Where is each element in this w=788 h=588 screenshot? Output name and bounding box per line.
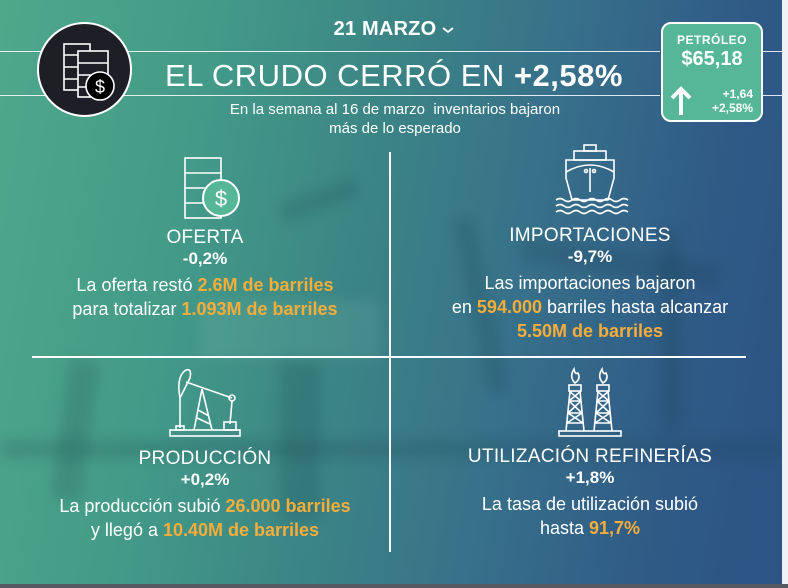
pumpjack-icon xyxy=(169,368,241,437)
page-margin-bottom xyxy=(0,584,788,588)
desc-text: Las importaciones bajaron xyxy=(484,273,696,293)
ticker-change-pct: +2,58% xyxy=(711,101,753,115)
desc-highlight: 594.000 xyxy=(476,297,542,317)
desc-highlight: 1.093M de barriles xyxy=(181,299,338,319)
svg-text:$: $ xyxy=(215,186,227,211)
headline-prefix: EL CRUDO CERRÓ EN xyxy=(165,58,505,93)
quadrant-description: La tasa de utilización subió hasta 91,7% xyxy=(400,492,780,540)
subtitle: En la semana al 16 de marzo inventarios … xyxy=(170,100,620,138)
quadrant-title: PRODUCCIÓN xyxy=(138,448,272,469)
desc-text: La oferta restó xyxy=(76,275,198,295)
desc-text: La producción subió xyxy=(59,496,226,516)
header-rule-bottom xyxy=(175,95,660,96)
quadrant-description: La oferta restó 2.6M de barriles para to… xyxy=(20,273,390,321)
quadrant-divider-horizontal xyxy=(32,356,746,358)
arrow-up-icon xyxy=(670,86,692,115)
desc-text: en xyxy=(451,297,477,317)
header-rule-top xyxy=(175,51,660,52)
header-badge: $ xyxy=(37,22,132,117)
ship-icon xyxy=(555,144,629,215)
desc-highlight: 5.50M de barriles xyxy=(516,321,664,341)
svg-text:$: $ xyxy=(94,77,104,97)
background-haze xyxy=(200,300,380,360)
date-selector[interactable]: 21 MARZO xyxy=(0,18,782,41)
quadrant-produccion: PRODUCCIÓN +0,2% La producción subió 26.… xyxy=(20,368,390,542)
desc-highlight: 2.6M de barriles xyxy=(197,275,334,295)
background-ground-silhouette xyxy=(0,440,782,458)
date-label: 21 MARZO xyxy=(333,18,437,40)
page-title: EL CRUDO CERRÓ EN +2,58% xyxy=(0,58,782,94)
quadrant-value: -0,2% xyxy=(182,249,228,268)
subtitle-line-2: más de lo esperado xyxy=(329,120,461,137)
quadrant-description: La producción subió 26.000 barriles y ll… xyxy=(20,494,390,542)
barrel-dollar-icon: $ xyxy=(184,157,240,219)
quadrant-description: Las importaciones bajaron en 594.000 bar… xyxy=(400,271,780,343)
desc-highlight: 26.000 barriles xyxy=(225,496,351,516)
subtitle-line-1: En la semana al 16 de marzo inventarios … xyxy=(229,101,561,118)
chevron-down-icon xyxy=(442,27,454,33)
desc-text: La tasa de utilización subió xyxy=(481,494,699,514)
header-rule-top-right xyxy=(763,51,782,52)
desc-text: y llegó a xyxy=(90,520,163,540)
desc-text: hasta xyxy=(539,518,589,538)
ticker-change-abs: +1,64 xyxy=(722,87,753,101)
quadrant-refinerias: UTILIZACIÓN REFINERÍAS +1,8% La tasa de … xyxy=(400,365,780,540)
quadrant-value: -9,7% xyxy=(567,247,613,266)
barrels-dollar-icon: $ xyxy=(62,42,115,101)
background-rig-silhouette xyxy=(280,360,320,520)
quadrant-title: OFERTA xyxy=(166,227,244,248)
ticker-price: $65,18 xyxy=(681,48,743,70)
header-rule-bottom-right xyxy=(763,95,782,96)
quadrant-importaciones: IMPORTACIONES -9,7% Las importaciones ba… xyxy=(400,142,780,343)
desc-text: barriles hasta alcanzar xyxy=(542,297,729,317)
quadrant-oferta: $ OFERTA -0,2% La oferta restó 2.6M de b… xyxy=(20,155,390,321)
refinery-towers-icon xyxy=(558,366,622,437)
quadrant-value: +1,8% xyxy=(565,468,615,487)
desc-highlight: 91,7% xyxy=(589,518,641,538)
background-rig-silhouette xyxy=(660,230,682,430)
quadrant-divider-vertical xyxy=(389,152,391,552)
price-ticker-card: PETRÓLEO $65,18 +1,64 +2,58% xyxy=(661,22,763,122)
quadrant-title: IMPORTACIONES xyxy=(509,225,671,246)
quadrant-title: UTILIZACIÓN REFINERÍAS xyxy=(467,446,713,467)
desc-highlight: 10.40M de barriles xyxy=(162,520,320,540)
page-margin-right xyxy=(782,0,788,584)
desc-text: para totalizar xyxy=(72,299,182,319)
quadrant-value: +0,2% xyxy=(180,470,230,489)
ticker-label: PETRÓLEO xyxy=(676,33,747,47)
headline-value: +2,58% xyxy=(513,58,623,93)
ticker-change: +1,64 +2,58% xyxy=(712,87,753,115)
